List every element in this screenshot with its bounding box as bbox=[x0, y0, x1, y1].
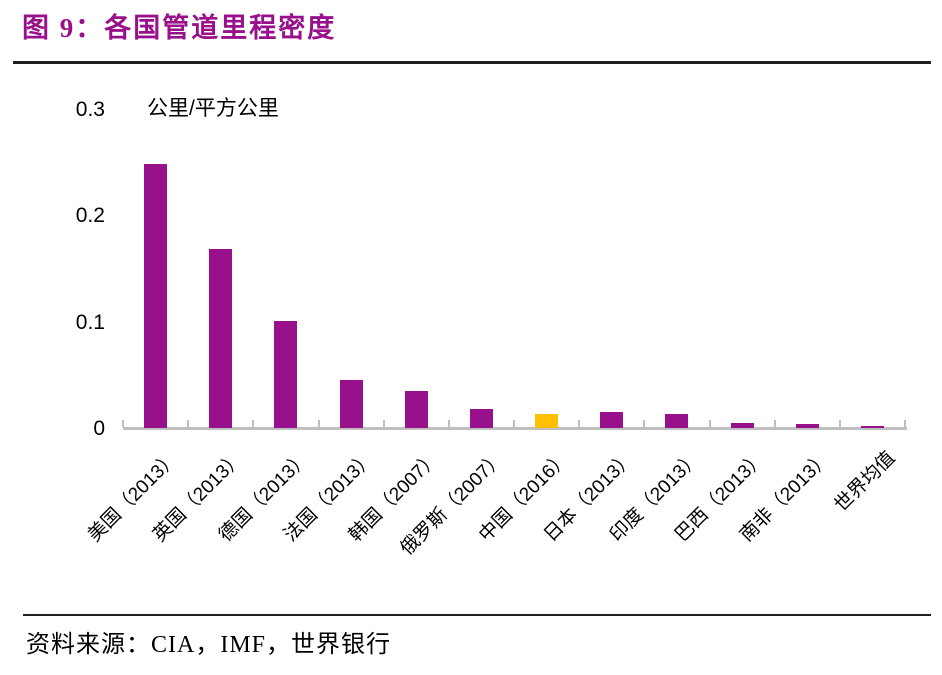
x-axis-tick bbox=[838, 420, 841, 427]
y-axis-tick-label: 0.1 bbox=[75, 310, 105, 334]
x-axis-tick bbox=[708, 420, 711, 427]
bar-7 bbox=[535, 414, 559, 428]
y-axis-unit-label: 公里/平方公里 bbox=[147, 97, 279, 120]
x-axis-tick bbox=[643, 420, 646, 427]
bottom-divider-rule bbox=[23, 614, 931, 616]
x-axis-tick bbox=[317, 420, 320, 427]
figure-title: 图 9：各国管道里程密度 bbox=[22, 13, 337, 43]
x-axis-tick bbox=[122, 420, 124, 427]
bar-11 bbox=[795, 424, 819, 428]
bar-3 bbox=[274, 321, 298, 428]
y-axis-tick-label: 0 bbox=[93, 417, 105, 440]
x-axis-tick bbox=[578, 420, 581, 427]
y-axis-tick-label: 0.2 bbox=[75, 204, 105, 227]
x-axis-tick bbox=[382, 420, 385, 427]
source-text: 资料来源：CIA，IMF，世界银行 bbox=[26, 632, 392, 658]
x-axis-tick bbox=[773, 420, 776, 427]
bar-4 bbox=[339, 380, 363, 428]
x-axis-tick bbox=[252, 420, 255, 427]
bar-1 bbox=[144, 164, 168, 428]
bar-5 bbox=[404, 391, 428, 428]
x-axis-tick bbox=[904, 420, 906, 427]
bar-10 bbox=[730, 423, 754, 428]
bar-12 bbox=[860, 426, 884, 428]
bar-2 bbox=[209, 249, 233, 428]
x-axis-line bbox=[123, 427, 907, 430]
x-axis-tick bbox=[187, 420, 190, 427]
bar-9 bbox=[665, 414, 689, 428]
y-axis-tick-label: 0.3 bbox=[75, 97, 105, 121]
bar-6 bbox=[469, 409, 493, 428]
top-divider-rule bbox=[13, 61, 931, 64]
bar-8 bbox=[600, 412, 624, 428]
x-axis-tick bbox=[513, 420, 515, 427]
x-axis-tick bbox=[447, 420, 450, 427]
